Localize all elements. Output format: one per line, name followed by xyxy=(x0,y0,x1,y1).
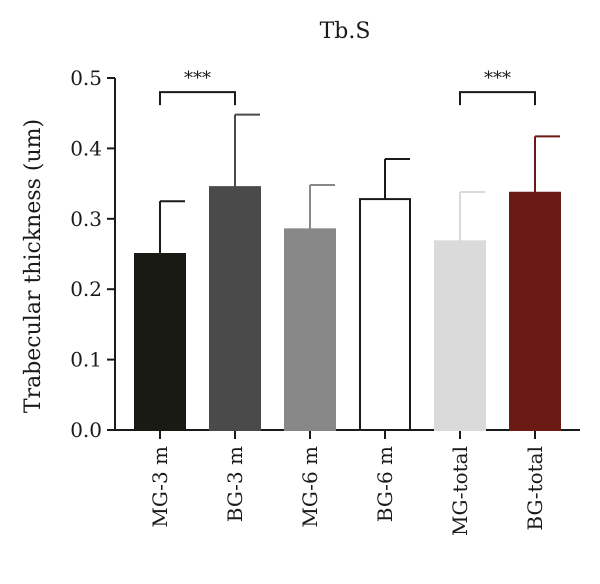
y-axis-label: Trabecular thickness (um) xyxy=(21,119,46,413)
y-tick-label: 0.2 xyxy=(70,277,102,301)
bar xyxy=(284,228,336,431)
x-tick-label: MG-total xyxy=(448,446,472,536)
x-tick-label: BG-total xyxy=(523,446,547,531)
x-tick-label: MG-6 m xyxy=(298,446,322,528)
bar xyxy=(434,240,486,431)
y-axis: 0.0 0.1 0.2 0.3 0.4 0.5 xyxy=(70,66,116,442)
significance-bracket xyxy=(459,91,536,106)
y-tick-label: 0.1 xyxy=(70,348,102,372)
x-tick-label: MG-3 m xyxy=(148,446,172,528)
y-tick-label: 0.4 xyxy=(70,136,102,160)
y-tick-label: 0.5 xyxy=(70,66,102,90)
significance-label: *** xyxy=(484,68,511,89)
chart-title: Tb.S xyxy=(320,19,371,44)
significance-markers: *** *** xyxy=(159,68,536,106)
x-axis: MG-3 m BG-3 m MG-6 m BG-6 m MG-total BG-total xyxy=(114,429,580,536)
significance-label: *** xyxy=(184,68,211,89)
y-tick-label: 0.3 xyxy=(70,207,102,231)
error-bars xyxy=(159,113,560,254)
y-tick-label: 0.0 xyxy=(70,418,102,442)
x-tick-label: BG-3 m xyxy=(223,446,247,522)
bar xyxy=(359,198,411,431)
bar xyxy=(509,191,561,431)
significance-bracket xyxy=(159,91,236,106)
bar xyxy=(134,253,186,431)
bar xyxy=(209,186,261,431)
bars xyxy=(134,186,561,431)
x-tick-label: BG-6 m xyxy=(373,446,397,522)
